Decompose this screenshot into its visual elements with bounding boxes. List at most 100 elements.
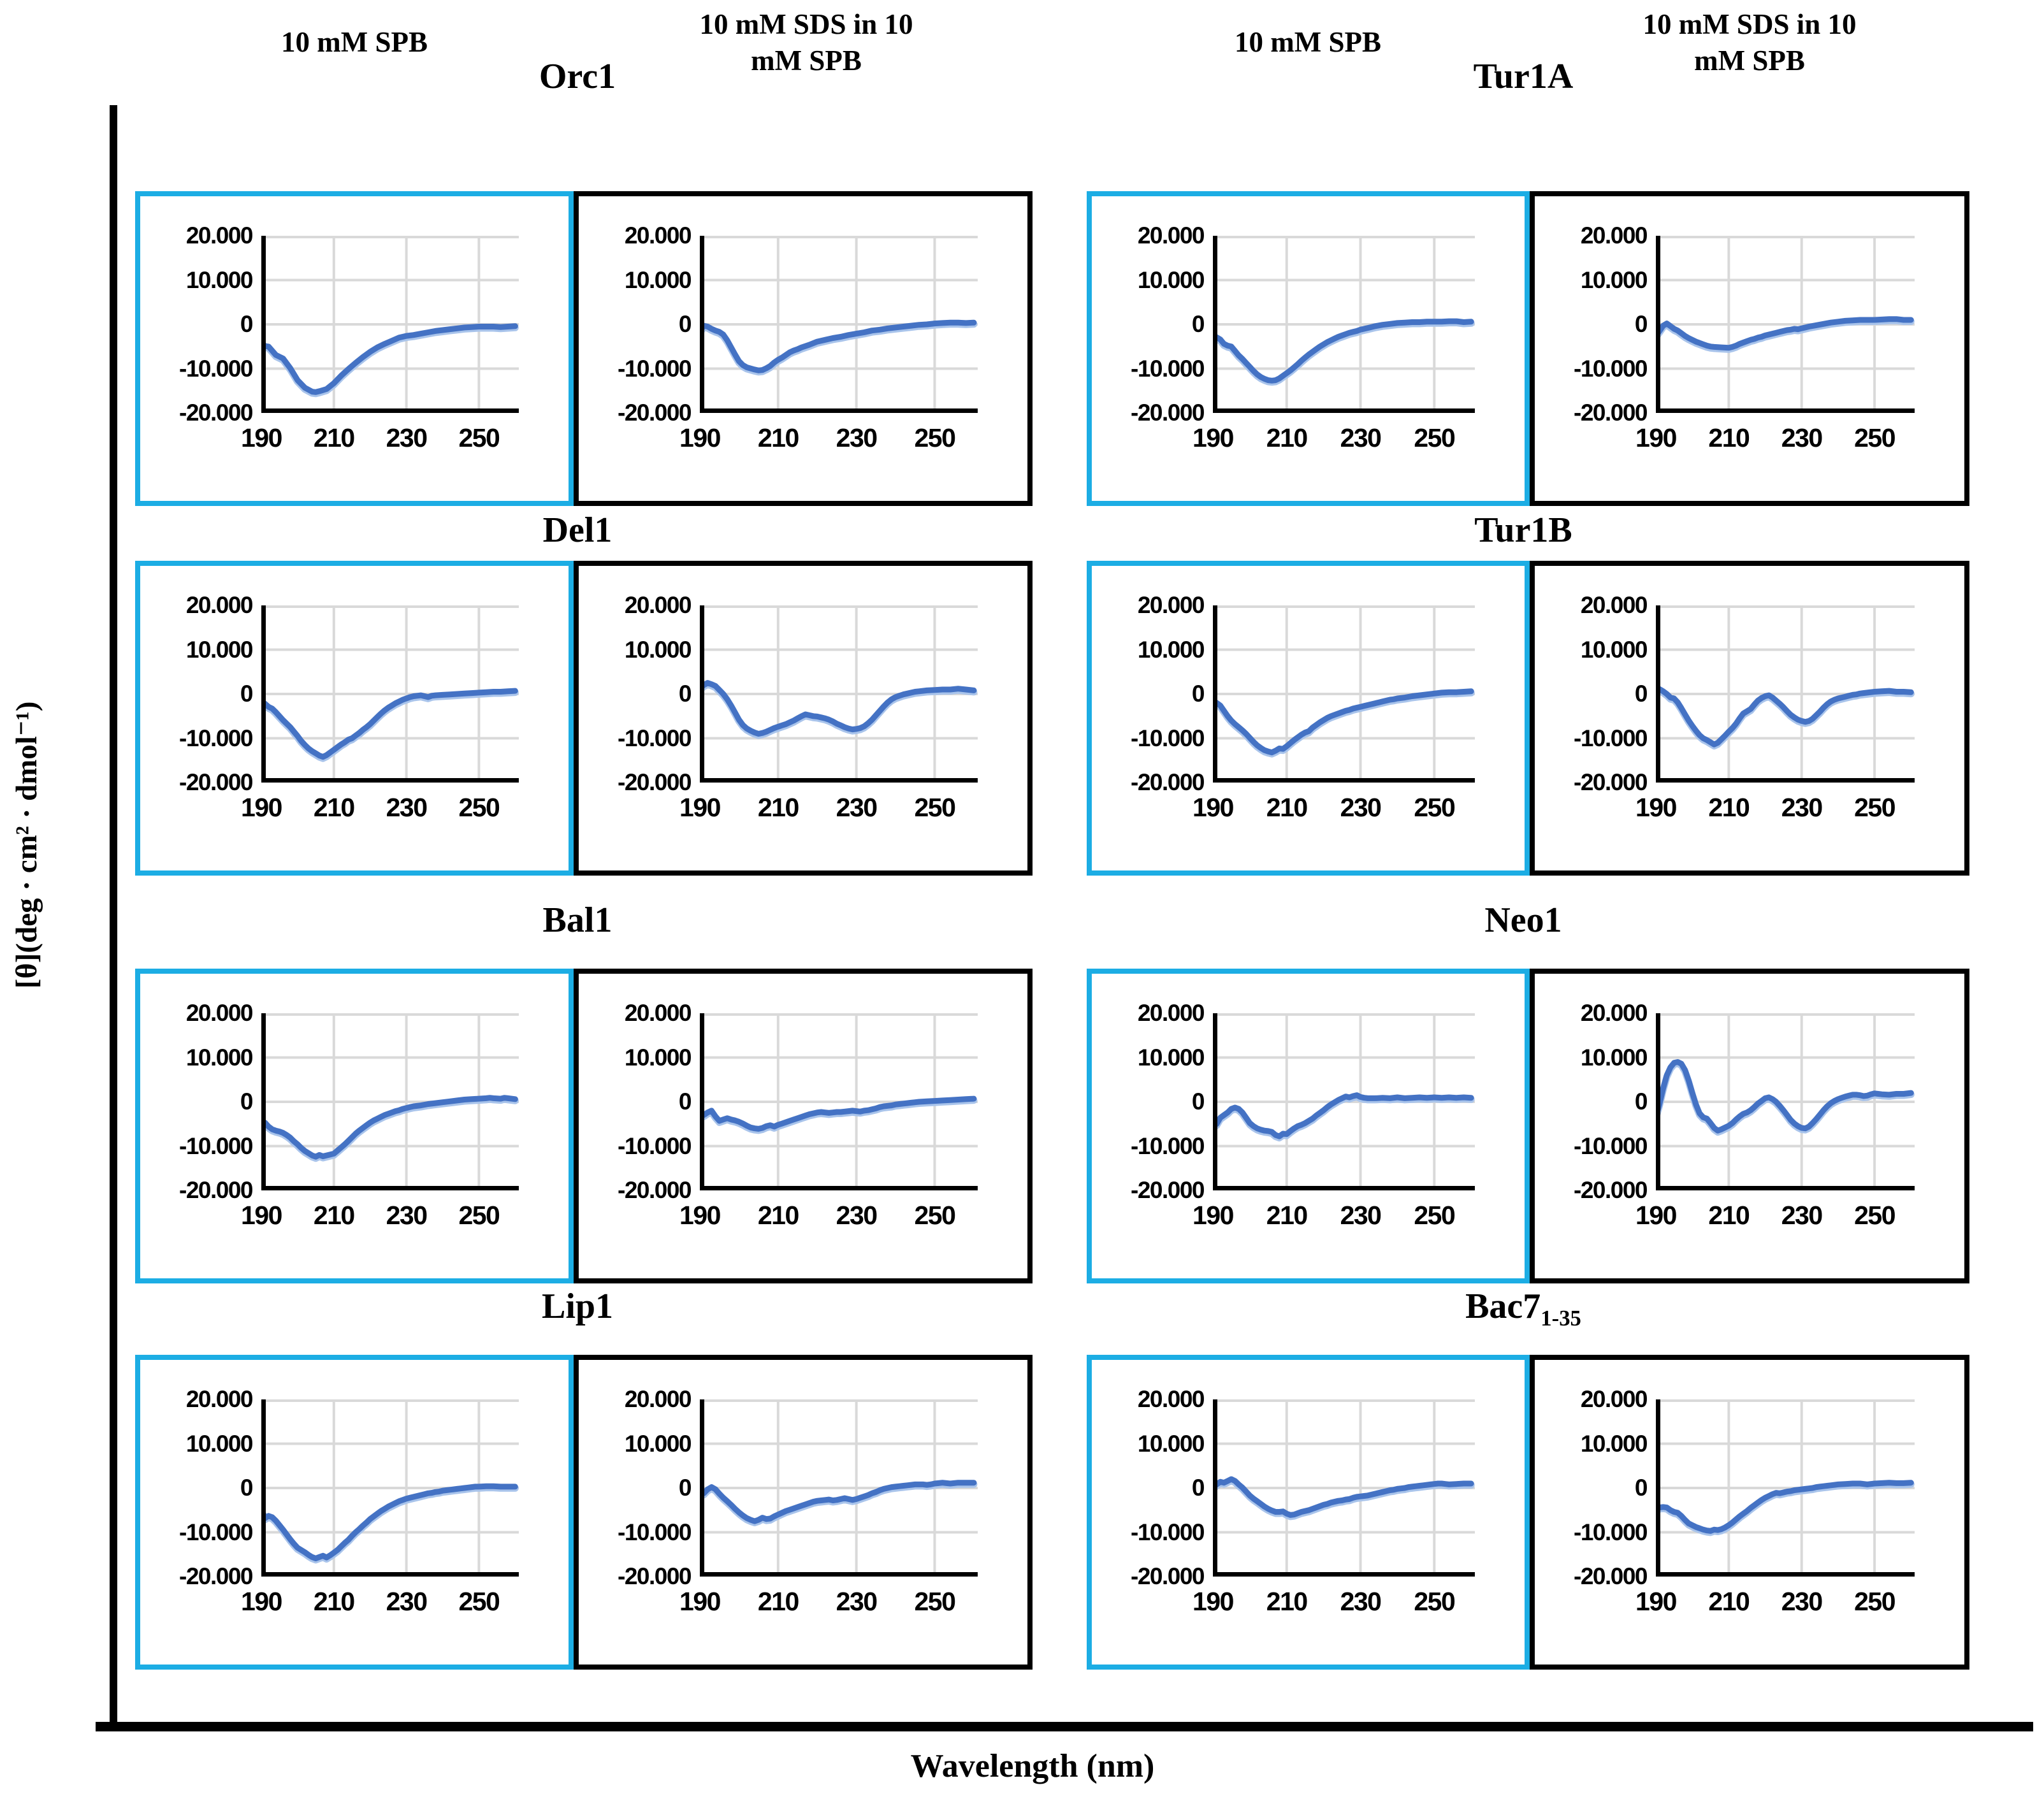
panel-title-tur1a: Tur1A [1268, 56, 1778, 97]
y-tick-label: 10.000 [185, 1430, 254, 1457]
mini-chart-bal1-spb: 20.000 10.000 0 -10.000 -20.000 190 210 230 250 [135, 969, 574, 1283]
column-header-spb-left: 10 mM SPB [131, 24, 577, 61]
x-tick-label: 230 [1781, 423, 1823, 452]
x-tick-label: 250 [1854, 1587, 1896, 1616]
x-tick-label: 250 [914, 1587, 955, 1616]
x-tick-label: 210 [1708, 793, 1750, 822]
y-tick-label: 10.000 [185, 636, 254, 663]
panel-title-text: Tur1B [1474, 510, 1572, 550]
y-tick-label: -10.000 [179, 1519, 254, 1545]
x-tick-label: 230 [386, 423, 428, 452]
x-tick-label: 210 [1708, 423, 1750, 452]
figure-y-axis-line [110, 105, 117, 1730]
y-tick-label: -10.000 [1131, 725, 1205, 751]
panel-title-neo1: Neo1 [1268, 900, 1778, 941]
mini-chart-lip1-spb: 20.000 10.000 0 -10.000 -20.000 190 210 230 250 [135, 1355, 574, 1670]
panel-title-bal1: Bal1 [323, 900, 832, 941]
y-tick-label: -10.000 [179, 725, 254, 751]
plot-area [1656, 1399, 1915, 1577]
y-tick-label: -20.000 [618, 1177, 692, 1203]
y-tick-label: -20.000 [179, 1563, 254, 1589]
spectrum-line [700, 1480, 977, 1524]
y-tick-label: 10.000 [1137, 1430, 1205, 1457]
x-tick-label: 210 [757, 423, 799, 452]
y-tick-label: -20.000 [1131, 1563, 1205, 1589]
y-tick-label: 10.000 [624, 266, 692, 293]
y-tick-label: -10.000 [1574, 1132, 1648, 1159]
plot-area [1656, 236, 1915, 413]
y-tick-label: 20.000 [1137, 1000, 1205, 1026]
y-tick-label: 0 [1634, 1475, 1648, 1501]
y-tick-label: 0 [678, 311, 692, 337]
figure-x-axis-line [96, 1722, 2033, 1731]
y-tick-label: 20.000 [1580, 592, 1648, 618]
y-tick-label: 20.000 [185, 1000, 254, 1026]
panel-title-del1: Del1 [323, 510, 832, 551]
spectrum-line-shadow [1213, 689, 1475, 758]
mini-chart-orc1-sds: 20.000 10.000 0 -10.000 -20.000 190 210 230 250 [574, 191, 1033, 506]
spectrum-line [261, 1483, 518, 1561]
column-header-sds-left: 10 mM SDS in 10 mM SPB [583, 6, 1029, 79]
mini-chart-bac7-sds: 20.000 10.000 0 -10.000 -20.000 190 210 230 250 [1530, 1355, 1969, 1670]
x-axis-label: Wavelength (nm) [910, 1748, 1155, 1784]
spectrum-line [700, 680, 977, 737]
x-tick-label: 250 [914, 1201, 955, 1230]
plot-area [700, 605, 978, 783]
spectrum-line [1656, 1059, 1914, 1134]
y-tick-label: 20.000 [624, 592, 692, 618]
y-tick-label: 10.000 [624, 1044, 692, 1071]
x-tick-label: 190 [679, 1587, 721, 1616]
panel-title-text: Bac7 [1465, 1287, 1541, 1326]
x-tick-label: 250 [1854, 1201, 1896, 1230]
column-header-line: 10 mM SDS in 10 [1642, 8, 1857, 40]
spectrum-line-shadow [1213, 319, 1475, 386]
y-tick-label: -20.000 [179, 769, 254, 795]
x-tick-label: 230 [386, 1201, 428, 1230]
y-tick-label: 10.000 [1137, 1044, 1205, 1071]
y-tick-label: -20.000 [1574, 400, 1648, 426]
y-tick-label: 10.000 [1580, 1430, 1648, 1457]
y-tick-label: 20.000 [185, 222, 254, 249]
x-tick-label: 210 [757, 793, 799, 822]
y-tick-label: -20.000 [1574, 1177, 1648, 1203]
column-header-spb-right: 10 mM SPB [1085, 24, 1531, 61]
y-tick-label: 10.000 [1137, 636, 1205, 663]
x-tick-label: 230 [1340, 1587, 1382, 1616]
x-tick-label: 210 [1266, 1201, 1308, 1230]
x-tick-label: 250 [1414, 423, 1455, 452]
panel-title-text: Bal1 [542, 900, 613, 940]
column-header-line: 10 mM SDS in 10 [699, 8, 913, 40]
spectrum-line [1656, 316, 1914, 351]
x-tick-label: 190 [1192, 1201, 1234, 1230]
panel-title-orc1: Orc1 [323, 56, 832, 97]
x-tick-label: 230 [836, 423, 878, 452]
spectrum-line [261, 323, 518, 395]
y-tick-label: 0 [1191, 681, 1205, 707]
x-tick-label: 250 [1414, 1587, 1455, 1616]
y-tick-label: -20.000 [1131, 769, 1205, 795]
spectrum-line [700, 319, 977, 373]
x-tick-label: 230 [1340, 793, 1382, 822]
x-tick-label: 210 [757, 1587, 799, 1616]
y-tick-label: 20.000 [624, 1000, 692, 1026]
y-tick-label: -20.000 [1574, 769, 1648, 795]
spectrum-line [1656, 1480, 1914, 1534]
spectrum-line [1213, 318, 1474, 384]
y-tick-label: 20.000 [185, 592, 254, 618]
x-tick-label: 190 [679, 793, 721, 822]
y-tick-label: 0 [678, 1088, 692, 1115]
y-tick-label: -20.000 [1131, 400, 1205, 426]
y-tick-label: -20.000 [618, 1563, 692, 1589]
x-tick-label: 190 [241, 793, 282, 822]
y-tick-label: 0 [240, 311, 254, 337]
y-tick-label: -20.000 [179, 1177, 254, 1203]
spectrum-line [700, 1095, 977, 1132]
panel-title-tur1b: Tur1B [1268, 510, 1778, 551]
x-tick-label: 230 [386, 1587, 428, 1616]
x-tick-label: 190 [1635, 1201, 1677, 1230]
spectrum-line [261, 688, 518, 760]
x-tick-label: 230 [1340, 423, 1382, 452]
x-tick-label: 230 [1781, 1587, 1823, 1616]
y-tick-label: -20.000 [1131, 1177, 1205, 1203]
y-tick-label: -10.000 [618, 1519, 692, 1545]
